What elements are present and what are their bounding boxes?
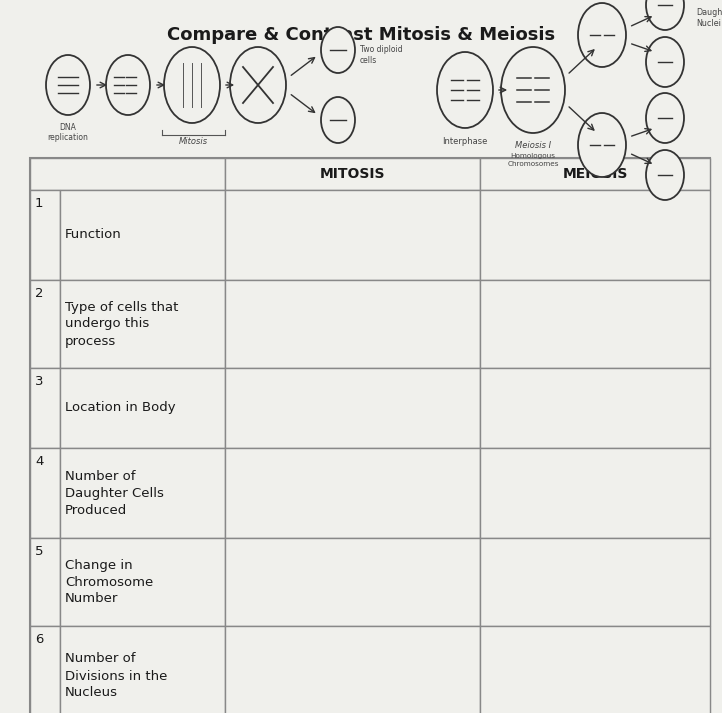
Bar <box>225 448 480 538</box>
Text: Type of cells that
undergo this
process: Type of cells that undergo this process <box>65 300 178 347</box>
Ellipse shape <box>106 55 150 115</box>
Bar <box>225 190 480 280</box>
Text: Number of
Divisions in the
Nucleus: Number of Divisions in the Nucleus <box>65 652 168 699</box>
Ellipse shape <box>321 97 355 143</box>
Bar <box>30 448 60 538</box>
Ellipse shape <box>646 93 684 143</box>
Bar <box>30 158 710 713</box>
Ellipse shape <box>578 3 626 67</box>
Bar <box>480 190 710 280</box>
Bar <box>30 280 60 368</box>
Bar <box>30 626 60 713</box>
Ellipse shape <box>646 37 684 87</box>
Ellipse shape <box>578 113 626 177</box>
Text: 6: 6 <box>35 633 43 646</box>
Text: Function: Function <box>65 228 122 242</box>
Text: Two diploid
cells: Two diploid cells <box>360 46 403 65</box>
Bar <box>225 280 480 368</box>
Bar <box>225 368 480 448</box>
Text: Location in Body: Location in Body <box>65 401 175 414</box>
Text: 4: 4 <box>35 455 43 468</box>
Bar <box>480 158 710 190</box>
Text: Number of
Daughter Cells
Produced: Number of Daughter Cells Produced <box>65 469 164 516</box>
Ellipse shape <box>46 55 90 115</box>
Bar <box>60 538 225 626</box>
Ellipse shape <box>646 150 684 200</box>
Text: DNA
replication: DNA replication <box>48 123 88 143</box>
Bar <box>30 158 225 190</box>
Text: MEIOSIS: MEIOSIS <box>562 167 627 181</box>
Ellipse shape <box>321 27 355 73</box>
Bar <box>30 538 60 626</box>
Bar <box>225 158 480 190</box>
Bar <box>480 448 710 538</box>
Bar <box>30 190 60 280</box>
Text: Compare & Contrast Mitosis & Meiosis: Compare & Contrast Mitosis & Meiosis <box>167 26 555 44</box>
Text: Homologous
Chromosomes: Homologous Chromosomes <box>508 153 559 167</box>
Ellipse shape <box>501 47 565 133</box>
Bar <box>30 368 60 448</box>
Bar <box>480 626 710 713</box>
Text: Change in
Chromosome
Number: Change in Chromosome Number <box>65 558 153 605</box>
Bar <box>60 626 225 713</box>
Text: 1: 1 <box>35 197 43 210</box>
Bar <box>225 538 480 626</box>
Bar <box>60 368 225 448</box>
Text: Interphase: Interphase <box>443 137 487 146</box>
Bar <box>60 190 225 280</box>
Text: Daughter
Nuclei: Daughter Nuclei <box>696 8 722 28</box>
Bar <box>480 538 710 626</box>
Text: MITOSIS: MITOSIS <box>320 167 386 181</box>
Bar <box>480 280 710 368</box>
Bar <box>60 280 225 368</box>
Bar <box>60 448 225 538</box>
Ellipse shape <box>646 0 684 30</box>
Text: Mitosis: Mitosis <box>179 137 208 146</box>
Text: 5: 5 <box>35 545 43 558</box>
Bar <box>480 368 710 448</box>
Text: 3: 3 <box>35 375 43 388</box>
Ellipse shape <box>437 52 493 128</box>
Ellipse shape <box>230 47 286 123</box>
Text: 2: 2 <box>35 287 43 300</box>
Ellipse shape <box>164 47 220 123</box>
Bar <box>225 626 480 713</box>
Text: Meiosis I: Meiosis I <box>515 141 551 150</box>
